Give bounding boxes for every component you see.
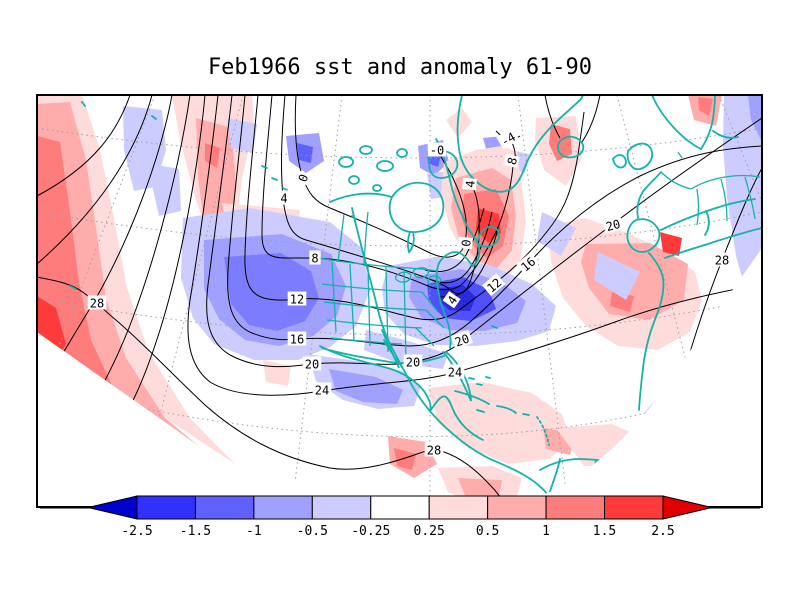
svg-text:20: 20 <box>406 356 420 370</box>
colorbar-segment <box>370 495 430 520</box>
colorbar-segment <box>311 495 372 520</box>
colorbar-tick-label: -2.5 <box>121 524 152 539</box>
contour-label: 4 <box>442 291 461 309</box>
colorbar-tick-label: 0.25 <box>414 524 445 539</box>
contour-label: 12 <box>287 291 307 307</box>
colorbar-tick-label: -1 <box>246 524 262 539</box>
plot-title: Feb1966 sst and anomaly 61-90 <box>208 55 592 80</box>
colorbar: -2.5 -1.5 -1 -0.5 -0.25 0.25 0.5 1 1.5 2.5 <box>40 495 760 539</box>
svg-text:20: 20 <box>604 217 622 234</box>
svg-text:0: 0 <box>296 172 312 184</box>
svg-text:4: 4 <box>280 192 287 206</box>
contour-label: 8 <box>309 250 321 266</box>
svg-text:20: 20 <box>305 358 319 372</box>
contour-label: 24 <box>312 382 332 398</box>
svg-text:20: 20 <box>453 331 471 349</box>
contour-label: 0 <box>294 170 312 186</box>
svg-text:24: 24 <box>448 366 462 380</box>
contour-12 <box>244 95 585 321</box>
colorbar-left-arrow <box>87 495 138 520</box>
contour-label: 0 <box>458 236 474 250</box>
svg-text:8: 8 <box>505 156 520 167</box>
colorbar-segment <box>604 495 664 520</box>
colorbar-right-arrow <box>662 495 713 520</box>
contour-label: 16 <box>287 331 307 347</box>
svg-text:28: 28 <box>90 297 104 311</box>
svg-text:16: 16 <box>290 333 304 347</box>
contour-label: 4 <box>462 177 478 191</box>
svg-text:12: 12 <box>290 293 304 307</box>
colorbar-segment <box>136 495 196 520</box>
colorbar-segment <box>194 495 255 520</box>
contour-label: -0 <box>427 142 447 158</box>
svg-text:28: 28 <box>715 254 729 268</box>
colorbar-segment <box>253 495 313 520</box>
colorbar-tick-label: 2.5 <box>651 524 674 539</box>
contour-label: 24 <box>445 364 465 380</box>
colorbar-segment <box>487 495 547 520</box>
contour-label: 4 <box>278 190 290 206</box>
colorbar-segment <box>545 495 606 520</box>
colorbar-tick-label: 1.5 <box>593 524 616 539</box>
contour-label: 20 <box>302 356 322 372</box>
contour-label: 28 <box>87 295 107 311</box>
contour-label: -4 <box>496 127 520 150</box>
colorbar-tick-label: -0.5 <box>297 524 328 539</box>
colorbar-tick-label: -1.5 <box>180 524 211 539</box>
svg-text:4: 4 <box>463 180 478 188</box>
svg-text:28: 28 <box>427 444 441 458</box>
contour-label: 28 <box>424 442 444 458</box>
colorbar-segment <box>428 495 489 520</box>
colorbar-tick-label: 0.5 <box>476 524 499 539</box>
contour-label: 28 <box>712 252 732 268</box>
contour-label: 20 <box>403 354 423 370</box>
svg-text:-4: -4 <box>498 130 518 149</box>
contour-label: 20 <box>450 329 473 350</box>
contour-16 <box>227 95 762 347</box>
svg-text:0: 0 <box>459 239 474 247</box>
colorbar-tick-label: 1 <box>542 524 550 539</box>
anomaly-shading <box>37 95 762 506</box>
colorbar-tick-label: -0.25 <box>351 524 390 539</box>
svg-text:24: 24 <box>315 384 329 398</box>
svg-text:8: 8 <box>311 252 318 266</box>
contour-label: 20 <box>602 215 624 234</box>
state-borders <box>317 151 761 370</box>
contour-label: 8 <box>503 153 520 169</box>
svg-text:-0: -0 <box>430 144 444 158</box>
